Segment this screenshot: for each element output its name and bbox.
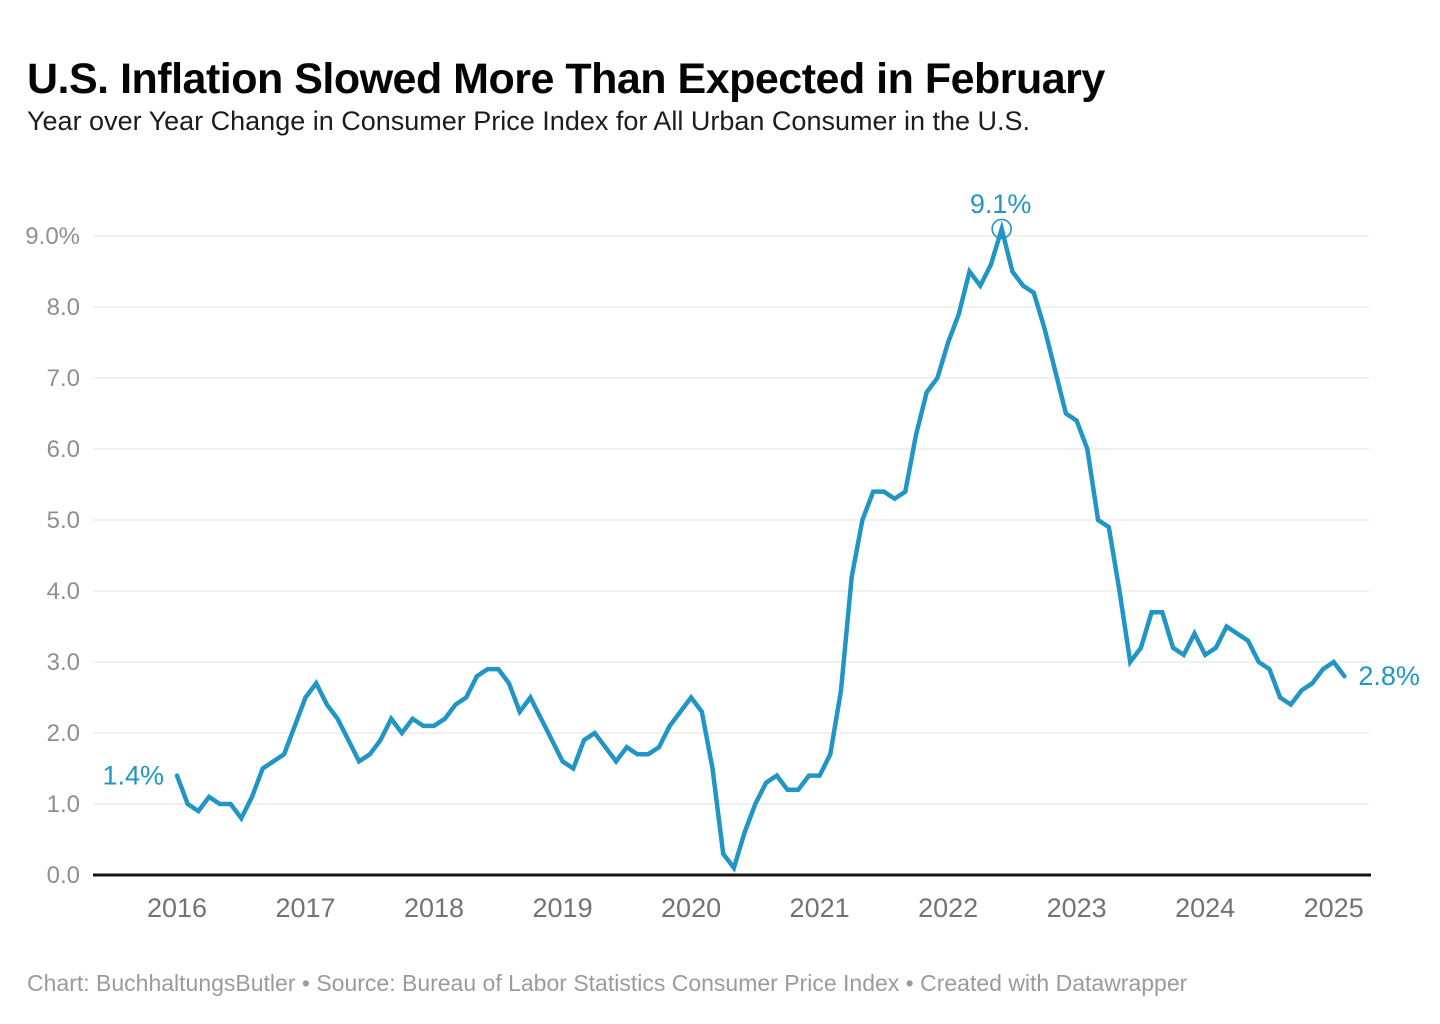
x-tick-label: 2016 <box>147 893 207 923</box>
gridlines <box>93 235 1371 877</box>
x-tick-label: 2018 <box>404 893 464 923</box>
x-tick-label: 2024 <box>1175 893 1235 923</box>
x-tick-label: 2020 <box>661 893 721 923</box>
y-tick-label: 2.0 <box>47 720 80 747</box>
annotation-peak-value: 9.1% <box>970 189 1032 219</box>
peak-marker-circle <box>991 218 1012 240</box>
cpi-line-series <box>174 220 1347 873</box>
attribution-footer: Chart: BuchhaltungsButler • Source: Bure… <box>27 970 1188 996</box>
y-tick-label: 6.0 <box>47 436 80 463</box>
y-tick-label: 5.0 <box>47 507 80 534</box>
y-tick-label: 4.0 <box>47 578 80 605</box>
line-chart-plot: 0.0 1.0 2.0 3.0 4.0 5.0 6.0 7.0 8.0 9.0% 2016 2017… <box>25 189 1420 923</box>
data-series <box>174 220 1347 873</box>
x-tick-label: 2022 <box>918 893 978 923</box>
x-tick-label: 2025 <box>1304 893 1364 923</box>
y-tick-label: 0.0 <box>47 862 80 889</box>
x-axis-tick-labels: 2016 2017 2018 2019 2020 2021 2022 2023 2024 2025 <box>147 893 1364 923</box>
y-tick-label: 9.0% <box>25 223 80 250</box>
y-tick-label: 8.0 <box>47 294 80 321</box>
x-tick-label: 2021 <box>790 893 850 923</box>
x-tick-label: 2017 <box>275 893 335 923</box>
y-tick-label: 3.0 <box>47 649 80 676</box>
x-tick-label: 2023 <box>1047 893 1107 923</box>
chart-subtitle: Year over Year Change in Consumer Price … <box>27 106 1031 136</box>
chart-title: U.S. Inflation Slowed More Than Expected… <box>27 54 1105 103</box>
annotations: 1.4% 9.1% 2.8% <box>102 189 1419 791</box>
y-tick-label: 1.0 <box>47 791 80 818</box>
annotation-start-value: 1.4% <box>102 761 164 791</box>
y-tick-label: 7.0 <box>47 365 80 392</box>
y-axis-tick-labels: 0.0 1.0 2.0 3.0 4.0 5.0 6.0 7.0 8.0 9.0% <box>25 223 80 889</box>
x-tick-label: 2019 <box>533 893 593 923</box>
annotation-end-value: 2.8% <box>1358 661 1420 691</box>
